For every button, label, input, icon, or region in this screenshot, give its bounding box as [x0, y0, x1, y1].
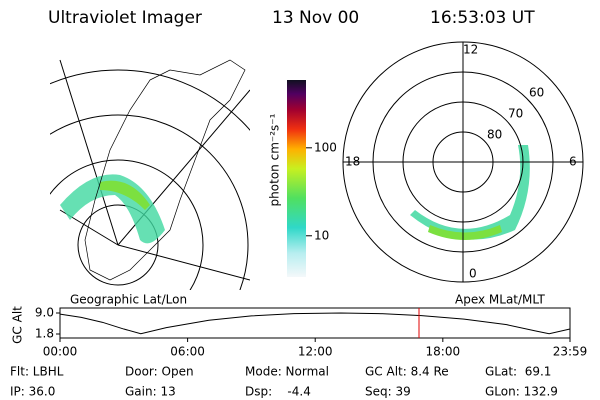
date: 13 Nov 00 [272, 8, 359, 28]
colorbar-tick-label: 10 [314, 228, 329, 242]
alt-ylabel: GC Alt [11, 306, 25, 344]
status-field: Door: Open [125, 365, 194, 379]
status-field: Seq: 39 [365, 385, 411, 399]
lat-label: 80 [487, 128, 502, 142]
status-field: IP: 36.0 [10, 385, 55, 399]
lat-label: 70 [508, 107, 523, 121]
mlt-label: 12 [463, 43, 478, 57]
alt-xtick-label: 18:00 [426, 345, 461, 359]
alt-ytick-label: 9.0 [35, 306, 54, 320]
colorbar-tick-label: 100 [314, 140, 337, 154]
mlt-label: 6 [569, 155, 577, 169]
status-field: Flt: LBHL [10, 365, 64, 379]
mlt-label: 0 [469, 267, 477, 281]
alt-xtick-label: 00:00 [43, 345, 78, 359]
time: 16:53:03 UT [430, 8, 535, 28]
geo-map [50, 59, 250, 290]
status-field: Mode: Normal [245, 365, 329, 379]
status-field: Gain: 13 [125, 385, 176, 399]
alt-xtick-label: 12:00 [298, 345, 333, 359]
left-label: Geographic Lat/Lon [70, 293, 187, 307]
mlt-label: 18 [345, 155, 360, 169]
lat-label: 60 [529, 86, 544, 100]
aurora-core [428, 225, 502, 240]
colorbar [287, 80, 306, 277]
status-field: GC Alt: 8.4 Re [365, 365, 449, 379]
status-field: GLon: 132.9 [485, 385, 558, 399]
status-field: GLat: 69.1 [485, 365, 551, 379]
right-label: Apex MLat/MLT [455, 293, 545, 307]
alt-ytick-label: 1.8 [35, 327, 54, 341]
alt-line [59, 312, 571, 335]
status-field: Dsp: -4.4 [245, 385, 311, 399]
alt-xtick-label: 23:59 [553, 345, 588, 359]
title: Ultraviolet Imager [48, 8, 202, 28]
aurora-oval [410, 145, 530, 240]
colorbar-label: photon cm⁻²s⁻¹ [268, 113, 282, 206]
alt-xtick-label: 06:00 [170, 345, 205, 359]
